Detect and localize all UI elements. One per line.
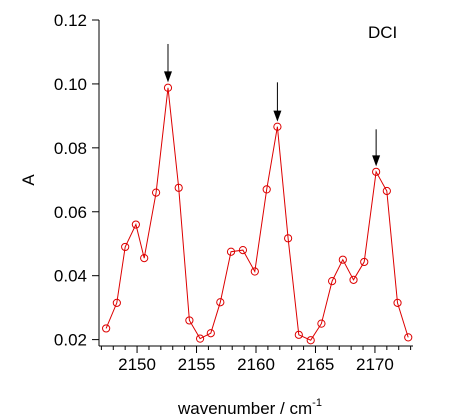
series-line [105, 87, 409, 341]
data-point [131, 220, 140, 229]
y-tick-label: 0.02 [54, 331, 87, 350]
data-point [393, 298, 402, 307]
y-tick-label: 0.08 [54, 139, 87, 158]
data-point [112, 298, 121, 307]
y-axis-label: A [19, 174, 38, 186]
data-point [121, 242, 130, 252]
data-point [349, 275, 358, 284]
y-tick-label: 0.06 [54, 203, 87, 222]
data-point [226, 247, 236, 256]
x-axis-label: wavenumber / cm-1 [177, 397, 322, 418]
x-axis-label-main: wavenumber / cm [177, 399, 312, 418]
data-point [382, 186, 391, 196]
data-point [306, 336, 315, 345]
arrow-head [372, 155, 381, 167]
series-layer [102, 83, 413, 345]
x-tick-label: 2160 [237, 355, 275, 374]
annotation-dci: DCI [368, 23, 397, 42]
peak-arrows [163, 43, 381, 167]
data-point [185, 316, 194, 325]
arrow-head [273, 110, 282, 122]
arrow-head [163, 71, 172, 83]
x-tick-label: 2155 [178, 355, 216, 374]
data-point [195, 334, 205, 343]
data-point [317, 319, 326, 328]
data-point [284, 234, 293, 243]
data-point [250, 267, 259, 276]
x-ticks: 2150 2155 2160 2165 2170 [100, 346, 412, 374]
x-tick-label: 2170 [356, 355, 394, 374]
y-tick-label: 0.12 [54, 11, 87, 30]
plot-area: 0.02 0.04 0.06 0.08 0.10 0.12 2150 2155 2160 216… [54, 11, 413, 374]
y-ticks: 0.02 0.04 0.06 0.08 0.10 0.12 [54, 11, 99, 350]
data-point [404, 333, 413, 342]
data-point [151, 188, 161, 197]
data-point [102, 324, 111, 333]
data-point [140, 254, 149, 263]
x-axis-label-superscript: -1 [312, 397, 322, 409]
data-point [294, 330, 303, 339]
data-point [206, 329, 215, 338]
y-tick-label: 0.10 [54, 75, 87, 94]
data-point [338, 255, 347, 264]
x-tick-label: 2165 [297, 355, 335, 374]
data-point [163, 83, 173, 92]
data-point [262, 185, 271, 194]
x-tick-label: 2150 [118, 355, 156, 374]
data-point [238, 246, 248, 255]
data-point [174, 183, 183, 192]
data-point [273, 122, 282, 131]
data-point [216, 298, 225, 307]
data-point [372, 167, 381, 176]
data-point [360, 257, 369, 267]
data-point [328, 277, 337, 286]
y-tick-label: 0.04 [54, 267, 87, 286]
